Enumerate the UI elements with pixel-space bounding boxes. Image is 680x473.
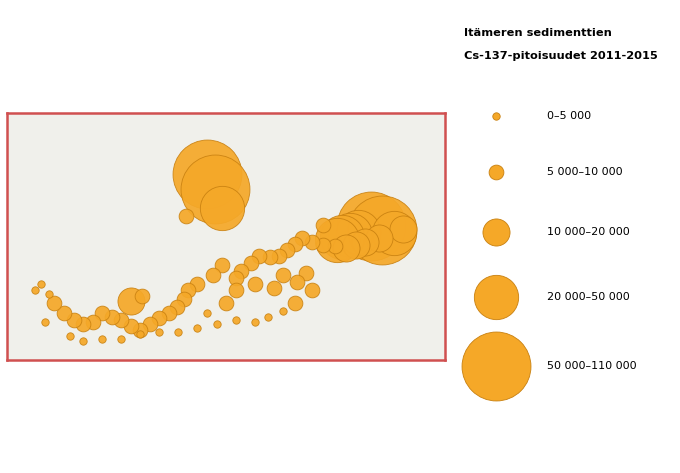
Point <box>231 316 241 324</box>
Point <box>220 299 231 307</box>
Point <box>217 261 228 269</box>
Point <box>250 318 260 326</box>
Point <box>301 269 311 277</box>
Point <box>352 228 363 236</box>
Point <box>135 330 146 338</box>
Point <box>78 320 88 328</box>
Point <box>236 267 247 275</box>
Point <box>491 362 502 370</box>
Point <box>373 235 384 242</box>
Point <box>491 168 502 175</box>
Point <box>163 309 174 316</box>
Point <box>179 296 190 303</box>
Point <box>44 290 54 298</box>
Point <box>345 231 356 238</box>
Point <box>231 286 241 294</box>
Point <box>192 324 203 332</box>
Point <box>58 309 69 316</box>
Point <box>377 226 388 234</box>
Point <box>491 112 502 120</box>
Point <box>30 286 41 294</box>
Text: 0–5 000: 0–5 000 <box>547 111 591 121</box>
Point <box>245 259 256 267</box>
Point <box>231 275 241 282</box>
Point <box>341 244 352 252</box>
Point <box>253 252 264 259</box>
Point <box>209 185 220 193</box>
Point <box>65 332 75 340</box>
Point <box>388 229 399 236</box>
Text: 20 000–50 000: 20 000–50 000 <box>547 292 630 302</box>
Point <box>350 241 361 249</box>
Point <box>144 320 155 328</box>
Point <box>289 240 300 248</box>
Text: Itämeren sedimenttien: Itämeren sedimenttien <box>464 28 612 38</box>
Point <box>207 271 218 279</box>
Point <box>329 242 340 250</box>
Point <box>250 280 260 288</box>
Text: Cs-137-pitoisuudet 2011-2015: Cs-137-pitoisuudet 2011-2015 <box>464 51 658 61</box>
Point <box>182 286 193 294</box>
Point <box>39 318 50 326</box>
Point <box>282 246 292 254</box>
Point <box>331 236 342 244</box>
Point <box>274 252 285 259</box>
Point <box>78 338 88 345</box>
Point <box>116 336 126 343</box>
Point <box>192 280 203 288</box>
Point <box>97 336 107 343</box>
Point <box>201 170 212 177</box>
Point <box>154 315 165 322</box>
Point <box>97 309 107 316</box>
Point <box>278 307 289 315</box>
Point <box>318 241 329 249</box>
Point <box>211 320 222 328</box>
Point <box>307 286 318 294</box>
Point <box>265 254 275 261</box>
Point <box>491 228 502 236</box>
Point <box>269 284 279 292</box>
Point <box>217 204 228 212</box>
Point <box>297 235 308 242</box>
Text: 10 000–20 000: 10 000–20 000 <box>547 227 630 237</box>
Point <box>116 316 126 324</box>
Point <box>291 279 302 286</box>
Point <box>135 326 146 334</box>
Point <box>173 328 184 336</box>
Point <box>171 303 182 311</box>
Text: 50 000–110 000: 50 000–110 000 <box>547 361 636 371</box>
Point <box>49 299 60 307</box>
Point <box>35 280 46 288</box>
Point <box>201 309 212 316</box>
Point <box>87 318 98 326</box>
Point <box>278 271 289 279</box>
Point <box>125 322 136 330</box>
Point <box>181 212 192 219</box>
Text: 5 000–10 000: 5 000–10 000 <box>547 166 623 176</box>
Point <box>318 221 329 229</box>
Point <box>137 292 148 299</box>
Point <box>154 328 165 336</box>
Point <box>360 238 371 246</box>
Point <box>491 293 502 300</box>
Point <box>106 313 117 320</box>
Point <box>262 313 273 320</box>
Point <box>337 234 348 241</box>
Point <box>307 238 318 246</box>
Point <box>289 299 300 307</box>
Point <box>125 298 136 305</box>
Point <box>398 225 409 233</box>
Point <box>68 316 79 324</box>
Point <box>366 222 377 230</box>
